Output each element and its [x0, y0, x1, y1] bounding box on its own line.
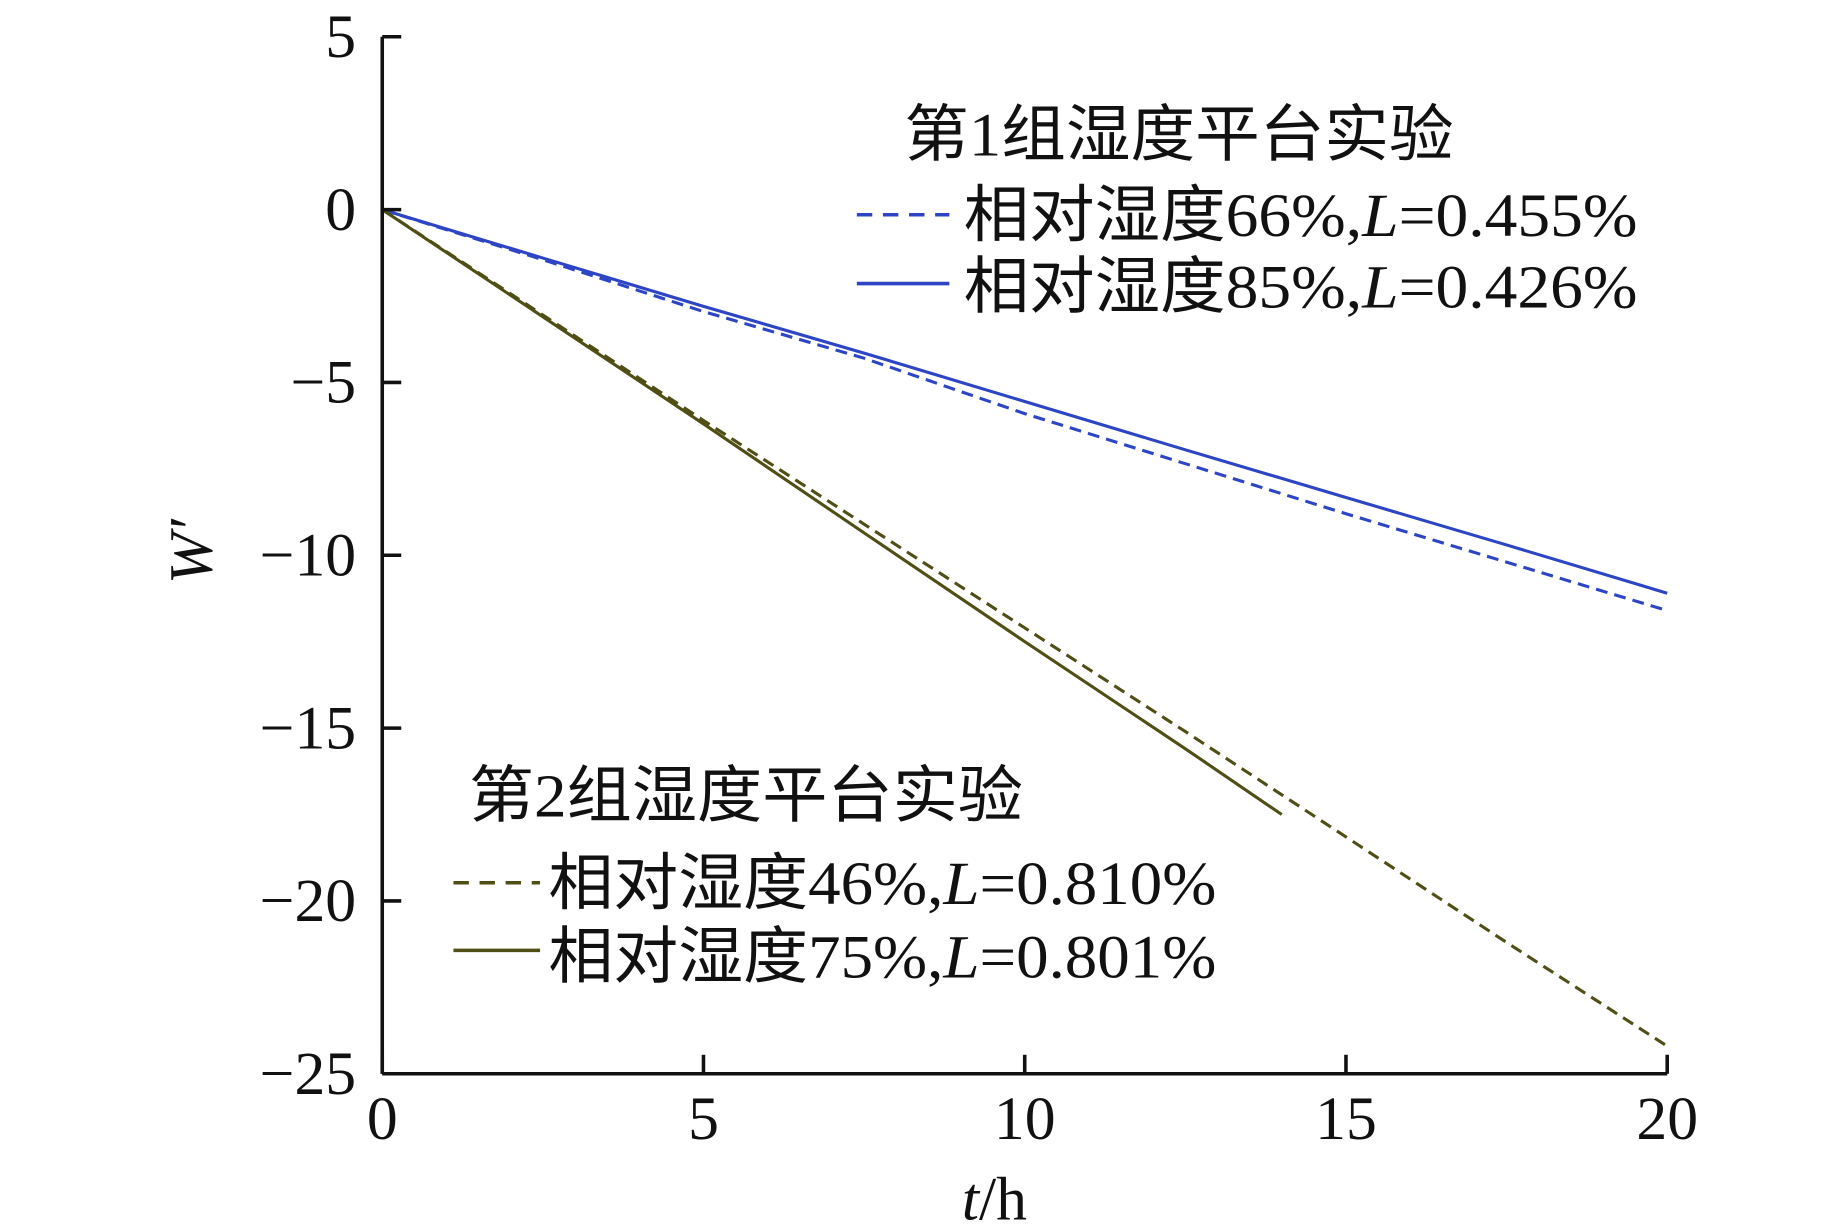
legend-entry: 相对湿度85%, L=0.426% [856, 253, 1638, 321]
y-tick-label: 5 [325, 3, 356, 71]
x-tick-label: 15 [1315, 1085, 1377, 1153]
x-tick-label: 0 [367, 1085, 398, 1153]
series-line-3 [381, 208, 1283, 816]
legend-label: 相对湿度85%, L=0.426% [964, 253, 1638, 321]
legend-label: 相对湿度46%, L=0.810% [548, 850, 1216, 918]
legend-group-2: 第2组湿度平台实验 相对湿度46%, L=0.810% 相对湿度75%, L=0.8… [453, 762, 1216, 992]
y-tick-label: −10 [260, 521, 356, 589]
y-tick-label: −5 [291, 349, 357, 417]
plot-area: 50−5−10−15−20−250 5 10 15 20 [260, 3, 1698, 1153]
x-tick-label: 20 [1636, 1085, 1698, 1153]
y-tick-label: −25 [260, 1040, 356, 1108]
series-line-1 [381, 208, 1668, 595]
legend-title: 第1组湿度平台实验 [904, 101, 1453, 169]
x-axis-label: t/h [962, 1166, 1027, 1228]
series-line-0 [381, 208, 1668, 613]
series-layer [381, 208, 1669, 1048]
legend-entry: 相对湿度75%, L=0.801% [453, 924, 1216, 992]
legend-entry: 相对湿度46%, L=0.810% [453, 850, 1216, 918]
legend-label: 相对湿度75%, L=0.801% [548, 924, 1216, 992]
y-tick-label: −15 [260, 694, 356, 762]
x-tick-label: 5 [688, 1085, 719, 1153]
legend-group-1: 第1组湿度平台实验 相对湿度66%, L=0.455% 相对湿度85%, L=0.4… [856, 101, 1638, 321]
legend-entry: 相对湿度66%, L=0.455% [856, 182, 1638, 250]
series-line-2 [381, 208, 1669, 1048]
tick-layer: 50−5−10−15−20−250 5 10 15 20 [260, 3, 1698, 1153]
legend-label: 相对湿度66%, L=0.455% [964, 182, 1638, 250]
y-tick-label: 0 [325, 176, 356, 244]
y-tick-label: −20 [260, 867, 356, 935]
y-axis-label: W′ [157, 518, 225, 584]
legend-title: 第2组湿度平台实验 [469, 762, 1023, 830]
x-tick-label: 10 [994, 1085, 1056, 1153]
